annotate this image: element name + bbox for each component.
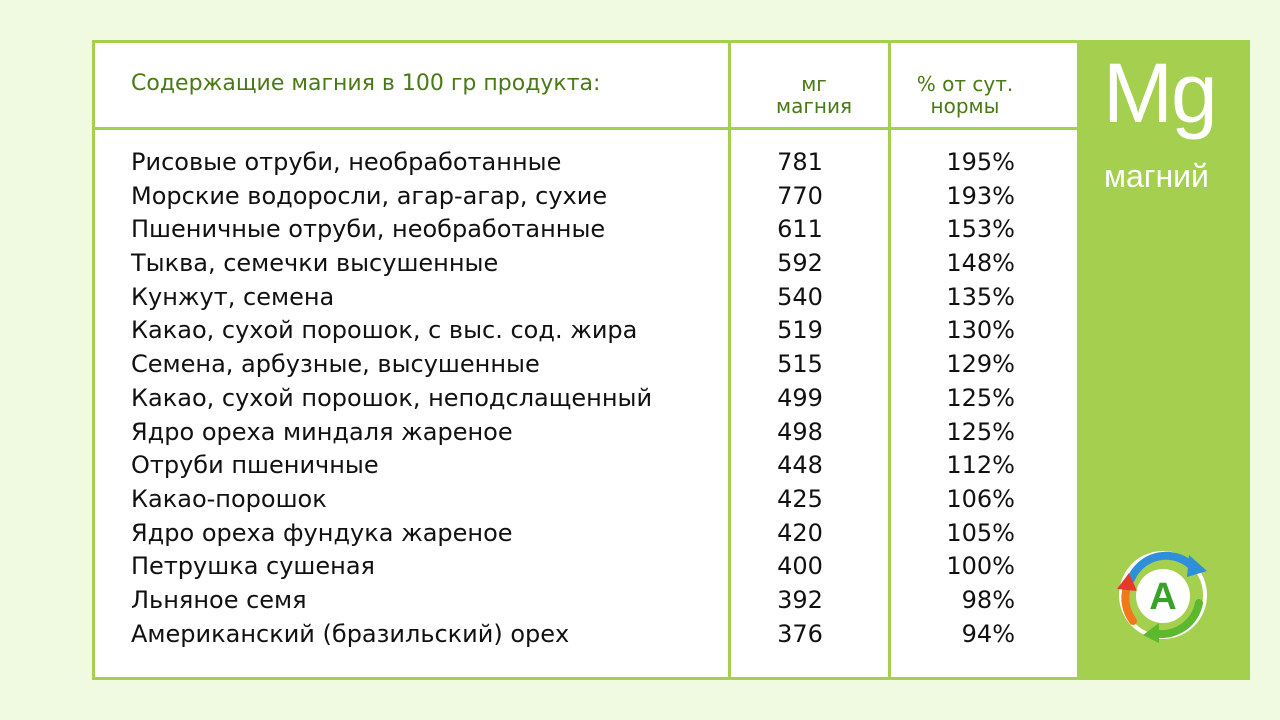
product-name: Американский (бразильский) орех — [131, 619, 570, 648]
product-name: Тыква, семечки высушенные — [131, 249, 499, 278]
column-header-mg-line2: магния — [776, 94, 852, 118]
column-header-percent-line2: нормы — [930, 94, 1000, 118]
column-header-mg-line1: мг — [801, 72, 827, 96]
daily-percent: 105% — [946, 518, 1015, 547]
magnesium-mg: 540 — [777, 282, 823, 311]
product-name: Льняное семя — [131, 585, 307, 614]
daily-percent: 129% — [946, 350, 1015, 379]
product-name: Отруби пшеничные — [131, 451, 379, 480]
magnesium-mg: 420 — [777, 518, 823, 547]
table-row: Семена, арбузные, высушенные 515 129% — [95, 348, 1081, 382]
product-name: Ядро ореха фундука жареное — [131, 518, 513, 547]
table-row: Рисовые отруби, необработанные 781 195% — [95, 146, 1081, 180]
product-name: Какао, сухой порошок, с выс. сод. жира — [131, 316, 638, 345]
table-row: Какао-порошок 425 106% — [95, 483, 1081, 517]
column-header-mg: мг магния — [769, 73, 859, 117]
product-name: Семена, арбузные, высушенные — [131, 350, 540, 379]
column-divider-2 — [888, 43, 891, 677]
daily-percent: 100% — [946, 552, 1015, 581]
column-divider-1 — [728, 43, 731, 677]
magnesium-mg: 392 — [777, 585, 823, 614]
daily-percent: 195% — [946, 148, 1015, 176]
daily-percent: 153% — [946, 215, 1015, 244]
daily-percent: 94% — [961, 619, 1015, 648]
table-row: Ядро ореха фундука жареное 420 105% — [95, 517, 1081, 551]
table-row: Кунжут, семена 540 135% — [95, 281, 1081, 315]
magnesium-mg: 499 — [777, 383, 823, 412]
table-body: Рисовые отруби, необработанные 781 195% Мор… — [95, 146, 1081, 651]
element-name: магний — [1104, 158, 1209, 194]
magnesium-mg: 400 — [777, 552, 823, 581]
product-name: Морские водоросли, агар-агар, сухие — [131, 181, 608, 210]
table-row: Какао, сухой порошок, неподслащенный 499 1… — [95, 382, 1081, 416]
magnesium-mg: 515 — [777, 350, 823, 379]
table-row: Петрушка сушеная 400 100% — [95, 550, 1081, 584]
magnesium-mg: 519 — [777, 316, 823, 345]
daily-percent: 125% — [946, 383, 1015, 412]
product-name: Какао-порошок — [131, 484, 327, 513]
magnesium-mg: 376 — [777, 619, 823, 648]
product-name: Пшеничные отруби, необработанные — [131, 215, 606, 244]
table-row: Какао, сухой порошок, с выс. сод. жира 51… — [95, 314, 1081, 348]
table-row: Пшеничные отруби, необработанные 611 153% — [95, 213, 1081, 247]
daily-percent: 130% — [946, 316, 1015, 345]
table-row: Американский (бразильский) орех 376 94% — [95, 618, 1081, 652]
table-row: Морские водоросли, агар-агар, сухие 770 19… — [95, 180, 1081, 214]
element-symbol: Mg — [1103, 46, 1218, 140]
magnesium-mg: 770 — [777, 181, 823, 210]
magnesium-mg: 425 — [777, 484, 823, 513]
daily-percent: 125% — [946, 417, 1015, 446]
daily-percent: 193% — [946, 181, 1015, 210]
daily-percent: 135% — [946, 282, 1015, 311]
column-header-percent-line1: % от сут. — [916, 72, 1014, 96]
table-row: Льняное семя 392 98% — [95, 584, 1081, 618]
product-name: Петрушка сушеная — [131, 552, 375, 581]
magnesium-mg: 498 — [777, 417, 823, 446]
header-divider — [95, 127, 1081, 130]
recycle-arrows-icon: A — [1117, 551, 1207, 643]
daily-percent: 106% — [946, 484, 1015, 513]
daily-percent: 98% — [961, 585, 1015, 614]
column-header-percent: % от сут. нормы — [900, 73, 1030, 117]
magnesium-mg: 592 — [777, 249, 823, 278]
magnesium-table-card: Содержащие магния в 100 гр продукта: мг … — [92, 40, 1250, 680]
product-name: Ядро ореха миндаля жареное — [131, 417, 513, 446]
table-row: Ядро ореха миндаля жареное 498 125% — [95, 416, 1081, 450]
element-panel: Mg магний A — [1077, 43, 1247, 677]
table-heading: Содержащие магния в 100 гр продукта: — [131, 71, 601, 96]
daily-percent: 148% — [946, 249, 1015, 278]
daily-percent: 112% — [946, 451, 1015, 480]
magnesium-mg: 611 — [777, 215, 823, 244]
logo-letter: A — [1149, 576, 1176, 618]
product-name: Кунжут, семена — [131, 282, 335, 311]
magnesium-mg: 781 — [777, 148, 823, 176]
product-name: Рисовые отруби, необработанные — [131, 148, 562, 176]
table-row: Отруби пшеничные 448 112% — [95, 449, 1081, 483]
product-name: Какао, сухой порошок, неподслащенный — [131, 383, 653, 412]
table-row: Тыква, семечки высушенные 592 148% — [95, 247, 1081, 281]
magnesium-mg: 448 — [777, 451, 823, 480]
